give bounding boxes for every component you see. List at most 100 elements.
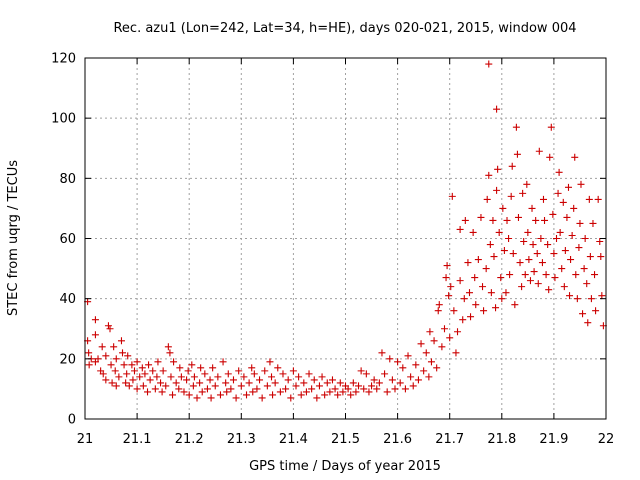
data-point	[162, 382, 170, 390]
data-point	[434, 307, 442, 315]
data-point	[172, 379, 180, 387]
x-tick-label: 22	[598, 432, 615, 447]
data-point	[188, 361, 196, 369]
data-point	[452, 349, 460, 357]
data-point	[232, 394, 240, 402]
data-point	[440, 325, 448, 333]
data-point	[297, 391, 305, 399]
data-point	[240, 373, 248, 381]
data-point	[485, 60, 493, 68]
data-point	[224, 370, 232, 378]
data-point	[110, 343, 118, 351]
data-point	[196, 379, 204, 387]
data-point	[99, 370, 107, 378]
data-point	[136, 373, 144, 381]
data-point	[427, 358, 435, 366]
data-point	[184, 367, 192, 375]
data-point	[516, 259, 524, 267]
data-point	[576, 219, 584, 227]
data-point	[513, 150, 521, 158]
data-point	[193, 394, 201, 402]
data-point	[139, 382, 147, 390]
data-point	[512, 123, 520, 131]
grid-lines	[85, 58, 606, 419]
data-point	[282, 385, 290, 393]
data-point	[598, 292, 606, 300]
data-point	[498, 295, 506, 303]
data-point	[422, 349, 430, 357]
data-point	[130, 367, 138, 375]
data-point	[201, 370, 209, 378]
data-point	[500, 247, 508, 255]
data-point	[245, 379, 253, 387]
data-point	[158, 388, 166, 396]
data-point	[308, 385, 316, 393]
data-point	[94, 355, 102, 363]
data-point	[559, 198, 567, 206]
data-point	[349, 379, 357, 387]
data-point	[426, 328, 434, 336]
data-point	[575, 244, 583, 252]
data-point	[295, 373, 303, 381]
data-point	[490, 253, 498, 261]
data-point	[222, 379, 230, 387]
data-point	[237, 382, 245, 390]
data-point	[229, 376, 237, 384]
data-point	[117, 337, 125, 345]
y-tick-label: 0	[68, 413, 76, 428]
data-point	[177, 373, 185, 381]
data-point	[563, 213, 571, 221]
data-point	[122, 379, 130, 387]
data-point	[514, 213, 522, 221]
data-point	[149, 367, 157, 375]
data-point	[370, 376, 378, 384]
data-point	[214, 373, 222, 381]
data-point	[581, 235, 589, 242]
data-point	[112, 355, 120, 363]
data-point	[521, 271, 529, 279]
data-point	[584, 319, 592, 327]
data-point	[446, 334, 454, 342]
y-tick-label: 40	[59, 292, 76, 307]
data-point	[401, 385, 409, 393]
data-point	[558, 265, 566, 273]
x-axis-label: GPS time / Days of year 2015	[249, 459, 441, 474]
data-point	[414, 376, 422, 384]
data-point	[144, 388, 152, 396]
data-point	[564, 183, 572, 191]
data-point	[243, 391, 251, 399]
data-point	[189, 382, 197, 390]
data-point	[467, 313, 475, 321]
data-point	[554, 189, 562, 197]
data-point	[125, 382, 133, 390]
data-point	[459, 316, 467, 324]
data-point	[448, 192, 456, 200]
data-point	[391, 385, 399, 393]
data-point	[279, 370, 287, 378]
data-point	[479, 283, 487, 291]
data-point	[486, 241, 494, 249]
data-point	[227, 385, 235, 393]
data-point	[487, 289, 495, 297]
data-point	[489, 216, 497, 224]
data-point	[284, 376, 292, 384]
data-point	[503, 216, 511, 224]
data-point	[520, 238, 528, 246]
data-point	[460, 295, 468, 303]
data-point	[499, 204, 507, 212]
data-point	[386, 355, 394, 363]
data-point	[261, 367, 269, 375]
data-point	[112, 382, 120, 390]
data-point	[530, 268, 538, 276]
y-tick-label: 60	[59, 232, 76, 247]
data-point	[169, 391, 177, 399]
data-point	[425, 373, 433, 381]
data-point	[108, 379, 116, 387]
data-point	[159, 367, 167, 375]
data-point	[198, 388, 206, 396]
data-point	[258, 394, 266, 402]
data-point	[493, 186, 501, 194]
data-point	[485, 171, 493, 179]
data-point	[253, 385, 261, 393]
data-point	[549, 210, 557, 218]
